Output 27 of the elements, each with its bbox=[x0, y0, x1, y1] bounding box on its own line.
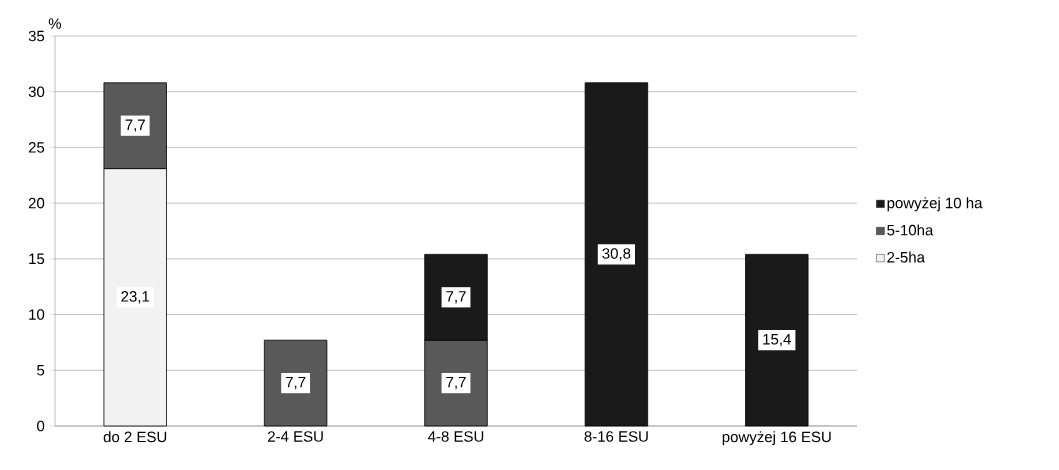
data-label: 7,7 bbox=[285, 376, 306, 390]
legend-label: powyżej 10 ha bbox=[887, 197, 983, 212]
bar bbox=[745, 253, 809, 427]
x-tick-label: 2-4 ESU bbox=[268, 431, 323, 442]
data-label: 7,7 bbox=[446, 376, 466, 390]
data-label: 23,1 bbox=[121, 291, 150, 304]
y-tick-label: 10 bbox=[29, 309, 45, 320]
y-axis-title: % bbox=[48, 18, 62, 29]
y-tick-label: 25 bbox=[28, 142, 45, 153]
y-tick-label: 15 bbox=[29, 253, 45, 265]
y-tick-label: 20 bbox=[28, 197, 45, 209]
y-tick-label: 30 bbox=[28, 86, 45, 98]
x-tick-label: do 2 ESU bbox=[103, 431, 167, 443]
bar bbox=[263, 339, 328, 427]
bar bbox=[584, 82, 649, 427]
x-tick-label: powyżej 16 ESU bbox=[722, 431, 831, 446]
data-label: 7,7 bbox=[125, 119, 145, 132]
x-tick-label: 8-16 ESU bbox=[584, 431, 648, 442]
legend-label: 5-10ha bbox=[887, 224, 934, 236]
y-tick-label: 0 bbox=[37, 420, 45, 432]
x-tick-label: 4-8 ESU bbox=[428, 431, 484, 442]
data-label: 15,4 bbox=[763, 334, 791, 347]
data-label: 30,8 bbox=[602, 248, 631, 261]
legend-label: 2-5ha bbox=[887, 251, 925, 263]
data-label: 7,7 bbox=[446, 291, 466, 304]
y-tick-label: 35 bbox=[28, 30, 45, 42]
y-tick-label: 5 bbox=[37, 365, 45, 376]
